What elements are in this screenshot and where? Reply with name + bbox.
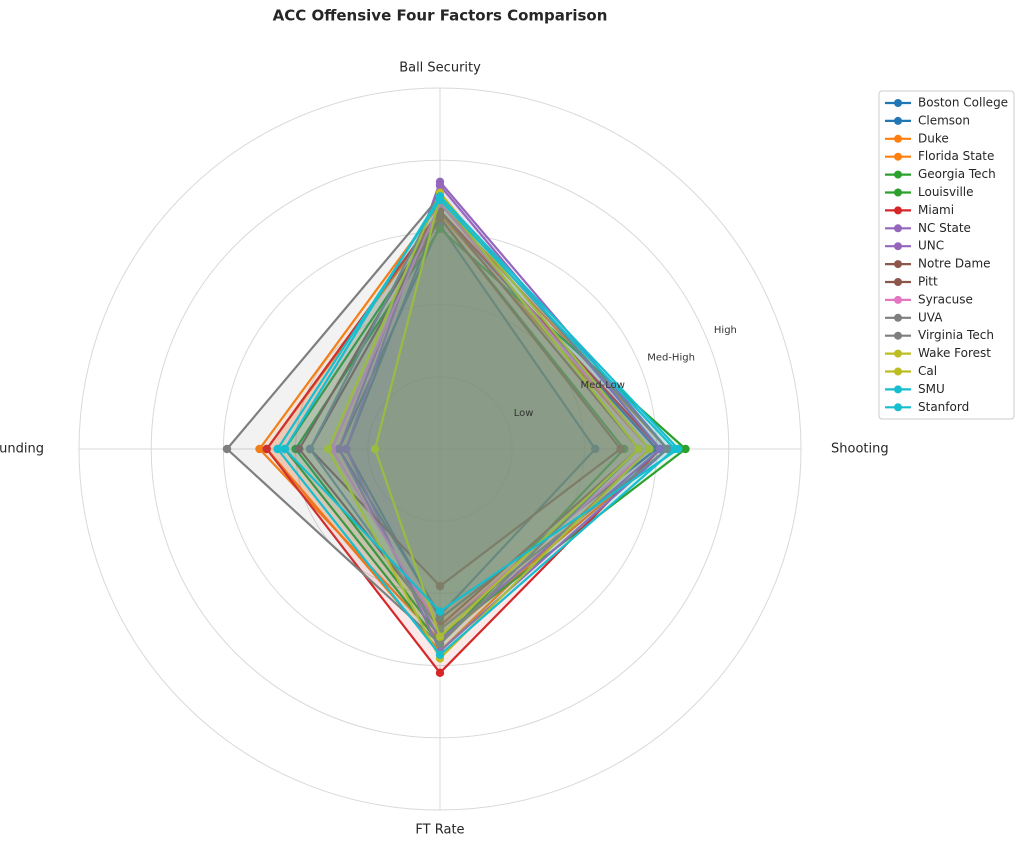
legend-marker: [894, 242, 902, 251]
legend-marker: [894, 224, 902, 233]
data-point: [435, 195, 445, 205]
data-point: [435, 639, 445, 649]
data-point: [295, 444, 304, 454]
legend-marker: [894, 349, 902, 358]
legend-label: SMU: [918, 382, 945, 396]
data-point: [663, 444, 672, 454]
data-point: [435, 581, 445, 591]
legend-marker: [894, 313, 902, 322]
axis-label: Ball Security: [399, 61, 481, 76]
legend-marker: [894, 170, 902, 179]
axis-label: Shooting: [831, 442, 889, 457]
legend-marker: [894, 99, 902, 107]
data-point: [262, 444, 271, 454]
data-point: [645, 444, 654, 454]
legend-label: Louisville: [918, 185, 974, 199]
legend-label: Boston College: [918, 96, 1008, 110]
data-point: [616, 444, 625, 454]
legend-marker: [894, 331, 902, 340]
data-point: [255, 444, 264, 454]
r-tick-label: Med-High: [647, 353, 695, 364]
data-point: [435, 614, 445, 623]
data-point: [634, 444, 643, 454]
data-point: [334, 444, 344, 454]
data-point: [323, 444, 333, 454]
legend-marker: [894, 260, 902, 269]
legend-label: UNC: [918, 239, 944, 253]
legend-marker: [894, 152, 902, 161]
axis-label: FT Rate: [415, 823, 464, 838]
series-area: [276, 198, 676, 656]
data-point: [591, 444, 600, 454]
legend-marker: [894, 116, 902, 125]
legend-label: Notre Dame: [918, 257, 991, 271]
legend-marker: [894, 295, 902, 304]
data-point: [273, 444, 282, 454]
legend-marker: [894, 403, 902, 412]
plot-area: Low Med-Low Med-High High: [222, 177, 737, 678]
axis-label: Off Rebounding: [0, 442, 44, 457]
data-point: [280, 444, 289, 454]
legend-label: Miami: [918, 203, 954, 217]
data-point: [341, 444, 351, 454]
data-point: [435, 668, 445, 678]
data-point: [670, 444, 679, 454]
data-point: [681, 444, 690, 454]
data-point: [370, 444, 380, 454]
legend-label: Syracuse: [918, 292, 973, 306]
data-point: [305, 444, 315, 454]
legend: Boston College Clemson Duke Florida State Ge…: [885, 96, 1008, 414]
legend-label: Virginia Tech: [918, 328, 994, 342]
legend-marker: [894, 385, 902, 394]
r-tick-label: High: [714, 325, 737, 336]
data-point: [435, 607, 445, 616]
legend-marker: [894, 134, 902, 143]
chart-title: ACC Offensive Four Factors Comparison: [273, 7, 608, 25]
legend-marker: [894, 188, 902, 197]
legend-marker: [894, 367, 902, 376]
data-point: [435, 177, 445, 187]
legend-label: Wake Forest: [918, 346, 991, 360]
legend-label: Florida State: [918, 149, 994, 163]
data-point: [222, 444, 232, 454]
legend-marker: [894, 206, 902, 215]
legend-label: NC State: [918, 221, 971, 235]
data-point: [435, 650, 445, 659]
legend-label: Stanford: [918, 400, 969, 414]
r-tick-label: Low: [514, 408, 534, 419]
data-point: [656, 444, 665, 454]
legend-label: Duke: [918, 131, 949, 145]
legend-label: UVA: [918, 310, 943, 324]
legend-label: Georgia Tech: [918, 167, 996, 181]
legend-box: [878, 90, 1015, 420]
data-point: [435, 632, 445, 641]
legend-label: Clemson: [918, 113, 970, 127]
legend-label: Cal: [918, 364, 937, 378]
legend-label: Pitt: [918, 275, 938, 289]
r-tick-label: Med-Low: [580, 380, 624, 391]
data-point: [435, 224, 445, 233]
legend-marker: [894, 278, 902, 286]
